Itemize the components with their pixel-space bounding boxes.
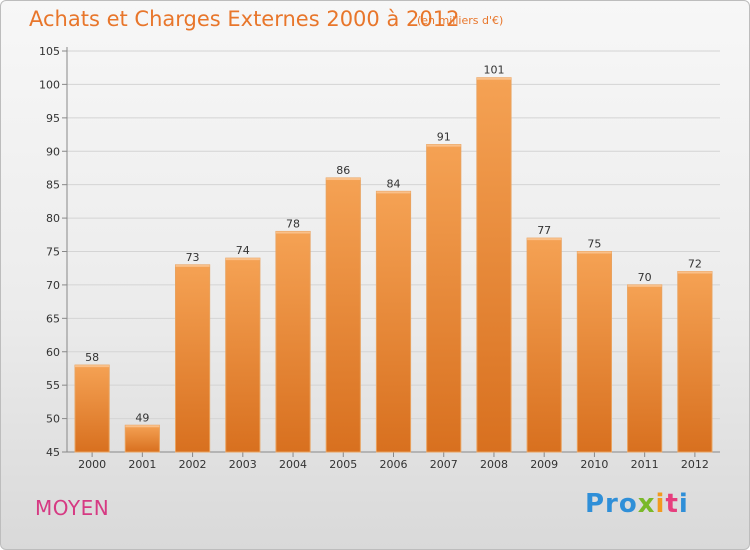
proxiti-logo: Proxiti xyxy=(585,489,689,519)
x-tick-label: 2008 xyxy=(480,458,508,471)
x-tick-label: 2000 xyxy=(78,458,106,471)
data-label-2008: 101 xyxy=(483,64,504,77)
footer-label: MOYEN xyxy=(35,496,110,520)
x-tick-label: 2001 xyxy=(128,458,156,471)
y-tick-label: 95 xyxy=(46,112,60,125)
x-tick-label: 2005 xyxy=(329,458,357,471)
x-tick-label: 2006 xyxy=(380,458,408,471)
x-tick-label: 2010 xyxy=(580,458,608,471)
bar-2000 xyxy=(74,364,110,453)
y-tick-label: 80 xyxy=(46,212,60,225)
y-tick-label: 45 xyxy=(46,446,60,459)
y-tick-label: 60 xyxy=(46,346,60,359)
y-tick-label: 90 xyxy=(46,145,60,158)
x-tick-label: 2004 xyxy=(279,458,307,471)
data-label-2003: 74 xyxy=(236,244,250,257)
data-label-2000: 58 xyxy=(85,351,99,364)
bar-2010 xyxy=(576,251,613,453)
data-label-2006: 84 xyxy=(387,177,401,190)
data-labels: 58 49 73 74 78 86 84 91 101 77 75 70 72 xyxy=(85,64,702,425)
y-tick-label: 85 xyxy=(46,179,60,192)
x-tick-label: 2012 xyxy=(681,458,709,471)
bar-2003 xyxy=(225,257,261,453)
bar-2009 xyxy=(526,237,562,453)
axes: 45 50 55 60 65 70 75 80 85 90 95 100 105 2000 2001 2002… xyxy=(39,45,720,471)
bar-2012 xyxy=(677,271,713,453)
data-label-2007: 91 xyxy=(437,131,451,144)
chart-title: Achats et Charges Externes 2000 à 2012 xyxy=(29,7,460,31)
data-label-2002: 73 xyxy=(186,251,200,264)
data-label-2011: 70 xyxy=(638,271,652,284)
x-tick-label: 2007 xyxy=(430,458,458,471)
y-tick-label: 70 xyxy=(46,279,60,292)
bar-2001 xyxy=(124,424,160,453)
bar-2006 xyxy=(375,190,412,453)
x-tick-label: 2011 xyxy=(631,458,659,471)
data-label-2001: 49 xyxy=(135,411,149,424)
data-label-2004: 78 xyxy=(286,217,300,230)
y-tick-label: 105 xyxy=(39,45,60,58)
y-tick-label: 65 xyxy=(46,312,60,325)
bar-2002 xyxy=(174,264,211,453)
data-label-2009: 77 xyxy=(537,224,551,237)
y-tick-label: 55 xyxy=(46,379,60,392)
x-tick-label: 2002 xyxy=(179,458,207,471)
data-label-2010: 75 xyxy=(587,238,601,251)
bar-2004 xyxy=(275,230,311,453)
bar-2008 xyxy=(476,77,512,453)
chart-subtitle: (en milliers d'€) xyxy=(417,14,504,27)
data-label-2005: 86 xyxy=(336,164,350,177)
x-tick-label: 2009 xyxy=(530,458,558,471)
y-tick-label: 50 xyxy=(46,413,60,426)
bar-2011 xyxy=(627,284,663,453)
x-tick-label: 2003 xyxy=(229,458,257,471)
bars xyxy=(74,77,713,453)
y-tick-label: 75 xyxy=(46,246,60,259)
bar-2005 xyxy=(325,177,361,453)
data-label-2012: 72 xyxy=(688,258,702,271)
bar-2007 xyxy=(426,144,462,453)
y-tick-label: 100 xyxy=(39,78,60,91)
